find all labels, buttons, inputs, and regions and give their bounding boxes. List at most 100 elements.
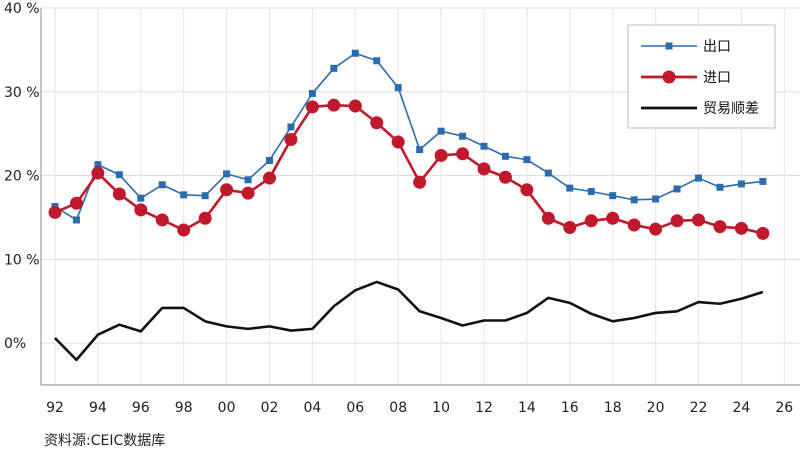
gridlines	[41, 7, 800, 385]
y-tick-label: 40 %	[4, 1, 40, 17]
data-point	[308, 89, 316, 97]
legend-label: 出口	[703, 39, 731, 55]
data-point	[627, 218, 641, 232]
data-point	[220, 183, 234, 197]
data-point	[394, 84, 402, 92]
data-point	[520, 183, 534, 197]
x-tick-label: 06	[346, 400, 364, 416]
source-note: 资料源:CEIC数据库	[44, 433, 166, 449]
x-tick-label: 14	[518, 400, 536, 416]
data-point	[48, 205, 62, 219]
data-point	[94, 161, 102, 169]
x-tick-label: 92	[46, 400, 64, 416]
data-point	[330, 64, 338, 72]
data-point	[91, 166, 105, 180]
y-axis-ticks: 0% 10 % 20 % 30 % 40 %	[4, 1, 40, 352]
data-point	[630, 196, 638, 204]
data-point	[437, 127, 445, 135]
data-point	[115, 171, 123, 179]
data-point	[137, 194, 145, 202]
x-tick-label: 96	[132, 400, 150, 416]
data-point	[72, 216, 80, 224]
data-point	[480, 142, 488, 150]
x-tick-label: 20	[647, 400, 665, 416]
series-line	[54, 103, 764, 235]
data-point	[566, 184, 574, 192]
data-point	[498, 170, 512, 184]
data-point	[180, 191, 188, 199]
x-axis-ticks: 92 94 96 98 00 02 04 06 08 10 12 14 16 18 20 22 24 26	[46, 400, 793, 416]
data-point	[413, 175, 427, 189]
data-point	[563, 220, 577, 234]
data-point	[241, 186, 255, 200]
data-point	[370, 116, 384, 130]
legend-item: 贸易顺差	[641, 101, 759, 117]
data-point	[327, 98, 341, 112]
data-point	[713, 220, 727, 234]
data-point	[416, 146, 424, 154]
data-point	[351, 49, 359, 57]
data-point	[734, 221, 748, 235]
x-tick-label: 12	[475, 400, 493, 416]
data-point	[373, 57, 381, 65]
x-tick-label: 16	[561, 400, 579, 416]
data-point	[263, 171, 276, 185]
data-point	[177, 223, 191, 237]
data-point	[477, 162, 491, 176]
data-point	[649, 222, 663, 236]
data-point	[134, 203, 148, 217]
y-tick-label: 10 %	[4, 252, 40, 268]
x-tick-label: 00	[218, 400, 236, 416]
data-point	[155, 213, 169, 227]
data-point	[544, 169, 552, 177]
data-point	[266, 156, 273, 164]
data-point	[652, 195, 660, 203]
data-point	[501, 152, 509, 160]
data-point	[523, 156, 531, 164]
data-point	[305, 100, 319, 114]
series-3	[54, 280, 764, 362]
data-point	[284, 133, 298, 147]
axes	[40, 8, 800, 386]
data-point	[244, 176, 252, 184]
data-point	[112, 187, 126, 201]
data-point	[692, 213, 705, 227]
x-tick-label: 94	[89, 400, 107, 416]
data-point	[759, 177, 767, 185]
data-point	[673, 185, 681, 193]
legend-label: 贸易顺差	[703, 101, 759, 117]
x-tick-label: 18	[604, 400, 622, 416]
x-tick-label: 08	[389, 400, 407, 416]
legend-label: 进口	[703, 70, 731, 86]
series-line	[54, 280, 764, 362]
data-point	[756, 226, 770, 240]
x-tick-label: 24	[732, 400, 750, 416]
legend-marker	[665, 42, 673, 50]
x-tick-label: 26	[775, 400, 793, 416]
data-point	[606, 211, 620, 225]
data-point	[223, 170, 231, 178]
data-point	[609, 192, 617, 200]
data-point	[716, 183, 724, 191]
series-group	[48, 49, 770, 362]
series-2	[48, 98, 770, 240]
x-tick-label: 98	[175, 400, 193, 416]
series-line	[54, 52, 763, 221]
x-tick-label: 02	[261, 400, 279, 416]
x-tick-label: 22	[690, 400, 708, 416]
legend-item: 出口	[641, 39, 731, 55]
y-tick-label: 0%	[4, 336, 26, 352]
data-point	[587, 187, 595, 195]
data-point	[391, 135, 405, 149]
data-point	[348, 99, 362, 113]
data-point	[287, 123, 295, 131]
data-point	[695, 174, 702, 182]
data-point	[584, 214, 598, 228]
data-point	[459, 132, 467, 140]
legend-item: 进口	[641, 70, 731, 86]
data-point	[201, 192, 209, 200]
x-tick-label: 04	[303, 400, 321, 416]
data-point	[434, 148, 448, 162]
